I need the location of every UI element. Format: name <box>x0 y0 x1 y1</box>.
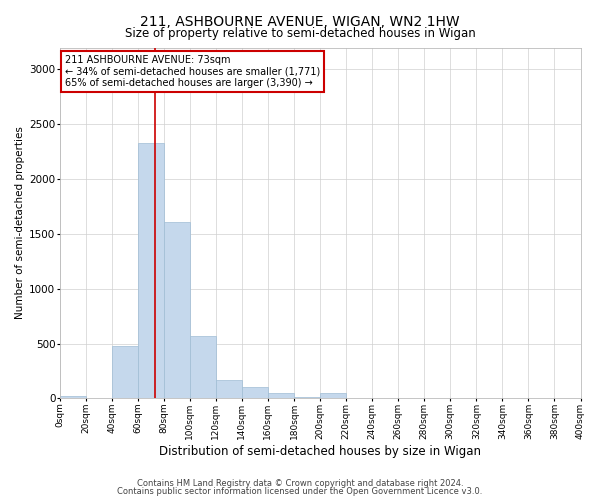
Y-axis label: Number of semi-detached properties: Number of semi-detached properties <box>15 126 25 320</box>
Bar <box>164 222 190 398</box>
Bar <box>190 336 216 398</box>
Bar <box>59 396 86 398</box>
Bar <box>138 143 164 399</box>
Bar <box>216 380 242 398</box>
Text: Contains HM Land Registry data © Crown copyright and database right 2024.: Contains HM Land Registry data © Crown c… <box>137 478 463 488</box>
Bar <box>112 346 138 399</box>
Bar <box>242 387 268 398</box>
Bar <box>320 394 346 398</box>
Text: Contains public sector information licensed under the Open Government Licence v3: Contains public sector information licen… <box>118 487 482 496</box>
Text: 211 ASHBOURNE AVENUE: 73sqm
← 34% of semi-detached houses are smaller (1,771)
65: 211 ASHBOURNE AVENUE: 73sqm ← 34% of sem… <box>65 54 320 88</box>
Text: 211, ASHBOURNE AVENUE, WIGAN, WN2 1HW: 211, ASHBOURNE AVENUE, WIGAN, WN2 1HW <box>140 15 460 29</box>
X-axis label: Distribution of semi-detached houses by size in Wigan: Distribution of semi-detached houses by … <box>159 444 481 458</box>
Bar <box>268 394 294 398</box>
Text: Size of property relative to semi-detached houses in Wigan: Size of property relative to semi-detach… <box>125 28 475 40</box>
